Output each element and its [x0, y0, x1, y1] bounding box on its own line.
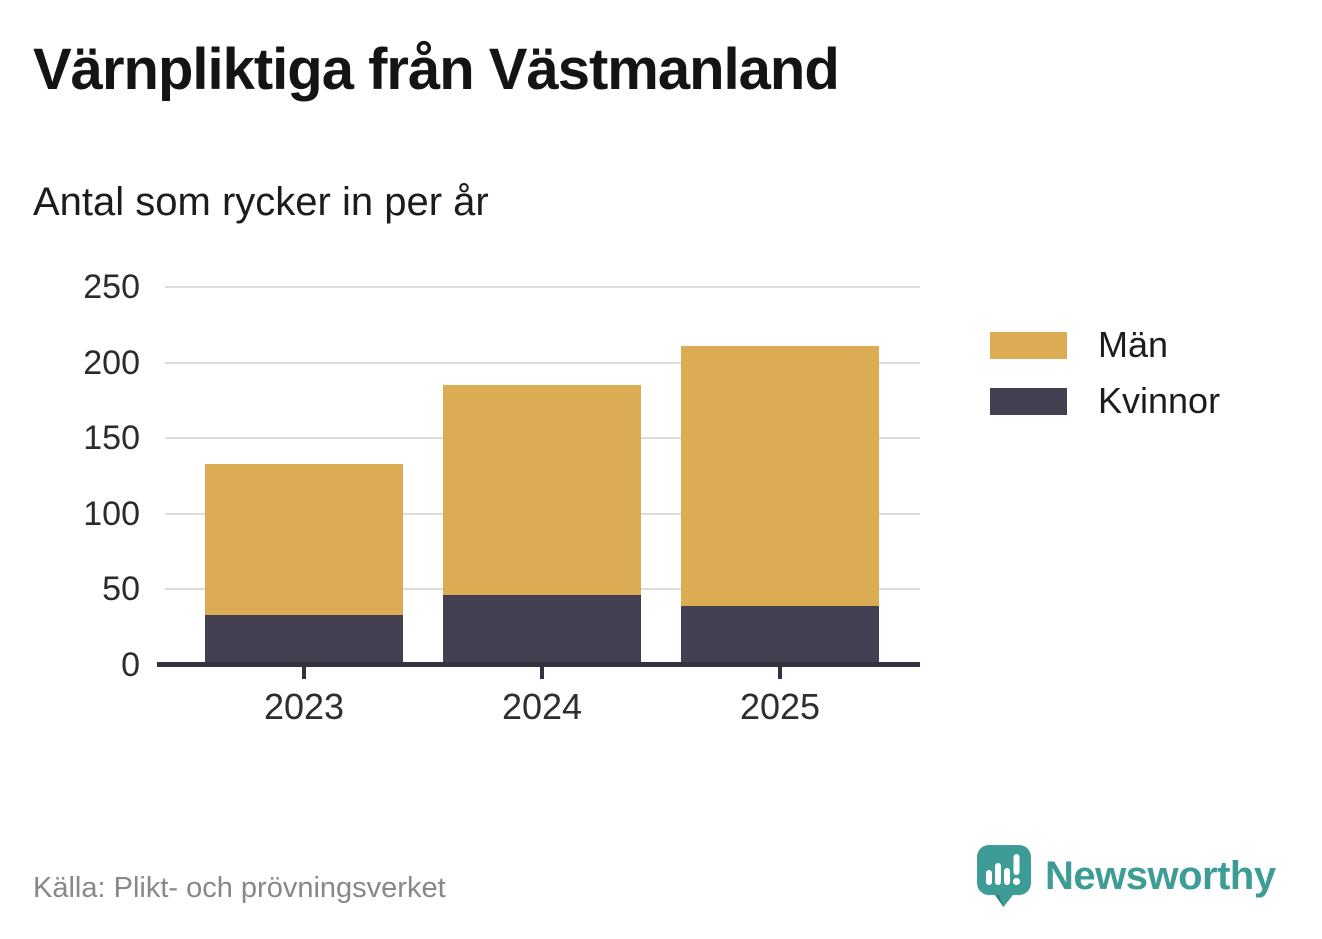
x-axis-line: [157, 662, 920, 667]
legend-label-män: Män: [1098, 324, 1169, 365]
y-axis-label-50: 50: [102, 570, 140, 609]
bar-2024-kvinnor-segment: [443, 595, 641, 665]
chart-legend: Män Kvinnor: [990, 324, 1220, 422]
source-note: Källa: Plikt- och prövningsverket: [33, 872, 446, 904]
x-axis-label-2025: 2025: [739, 686, 821, 727]
x-axis-tick-2024: [540, 665, 544, 679]
legend-swatch-män: [990, 331, 1067, 359]
x-axis-label-2024: 2024: [501, 686, 583, 727]
x-axis-tick-2023: [302, 665, 306, 679]
bar-chart-plot: 0 50 100 150 200 250 2023 2024 2025: [83, 270, 920, 725]
bar-2025-man-segment: [681, 345, 879, 607]
bar-2025-kvinnor-segment: [681, 606, 879, 665]
legend-swatch-kvinnor: [990, 387, 1067, 415]
bar-2023-kvinnor-segment: [205, 615, 403, 665]
newsworthy-wordmark: Newsworthy: [1045, 854, 1276, 898]
chart-title: Värnpliktiga från Västmanland: [33, 37, 840, 102]
bar-2023-man-segment: [205, 463, 403, 616]
newsworthy-logo: Newsworthy: [977, 845, 1276, 907]
gridline-200: [165, 361, 920, 364]
legend-label-kvinnor: Kvinnor: [1098, 380, 1221, 421]
newsworthy-logo-icon: [977, 845, 1031, 907]
x-axis-tick-2025: [778, 665, 782, 679]
y-axis-label-200: 200: [83, 343, 140, 382]
gridline-250: [165, 286, 920, 288]
x-axis-label-2023: 2023: [263, 686, 345, 727]
legend-item-kvinnor: Kvinnor: [990, 380, 1220, 422]
bar-2024-man-segment: [443, 385, 641, 596]
y-axis-label-250: 250: [83, 268, 140, 306]
y-axis-label-100: 100: [83, 494, 140, 533]
y-axis-label-150: 150: [83, 419, 140, 458]
legend-item-män: Män: [990, 324, 1220, 366]
chart-subtitle: Antal som rycker in per år: [33, 180, 489, 224]
y-axis-label-0: 0: [121, 646, 140, 684]
